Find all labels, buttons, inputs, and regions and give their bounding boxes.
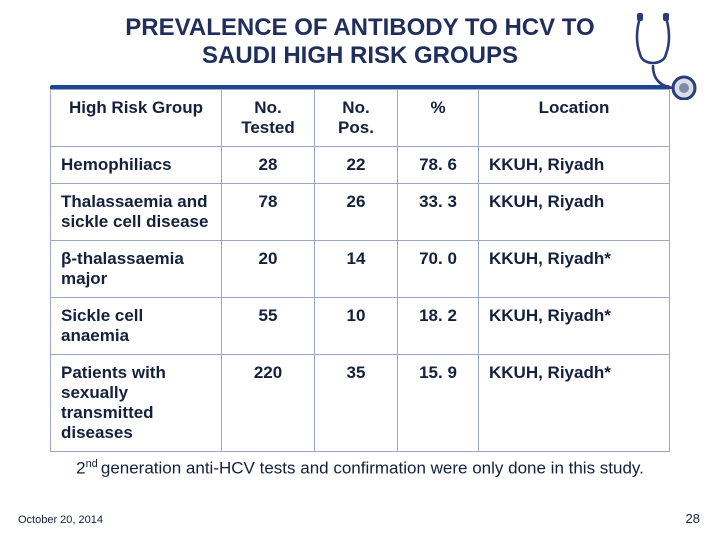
table-row: Patients with sexually transmitted disea… (51, 354, 670, 451)
cell-location: KKUH, Riyadh* (479, 297, 670, 354)
table-row: Thalassaemia and sickle cell disease7826… (51, 183, 670, 240)
cell-group: Sickle cell anaemia (51, 297, 222, 354)
slide: PREVALENCE OF ANTIBODY TO HCV TO SAUDI H… (0, 0, 720, 540)
cell-group: β-thalassaemia major (51, 240, 222, 297)
table-row: Sickle cell anaemia551018. 2KKUH, Riyadh… (51, 297, 670, 354)
prevalence-table: High Risk Group No. Tested No. Pos. % Lo… (50, 89, 670, 452)
footnote-sup: nd (86, 458, 101, 470)
cell-pct: 15. 9 (398, 354, 479, 451)
cell-location: KKUH, Riyadh* (479, 240, 670, 297)
cell-pct: 33. 3 (398, 183, 479, 240)
cell-tested: 220 (222, 354, 315, 451)
cell-location: KKUH, Riyadh* (479, 354, 670, 451)
title-line-2: SAUDI HIGH RISK GROUPS (202, 42, 518, 69)
page-number: 28 (686, 511, 700, 526)
stethoscope-icon (622, 10, 702, 100)
table-row: β-thalassaemia major201470. 0KKUH, Riyad… (51, 240, 670, 297)
col-pos: No. Pos. (315, 89, 398, 146)
table-body: Hemophiliacs282278. 6KKUH, RiyadhThalass… (51, 146, 670, 451)
table-row: Hemophiliacs282278. 6KKUH, Riyadh (51, 146, 670, 183)
cell-pos: 10 (315, 297, 398, 354)
cell-pos: 14 (315, 240, 398, 297)
table-band: High Risk Group No. Tested No. Pos. % Lo… (50, 85, 670, 452)
cell-pct: 18. 2 (398, 297, 479, 354)
cell-group: Patients with sexually transmitted disea… (51, 354, 222, 451)
cell-pct: 70. 0 (398, 240, 479, 297)
table-header-row: High Risk Group No. Tested No. Pos. % Lo… (51, 89, 670, 146)
col-pct: % (398, 89, 479, 146)
col-tested: No. Tested (222, 89, 315, 146)
slide-title: PREVALENCE OF ANTIBODY TO HCV TO SAUDI H… (50, 14, 670, 79)
cell-pos: 35 (315, 354, 398, 451)
footnote: 2nd generation anti-HCV tests and confir… (50, 458, 670, 479)
cell-group: Hemophiliacs (51, 146, 222, 183)
cell-tested: 55 (222, 297, 315, 354)
cell-pos: 22 (315, 146, 398, 183)
footer-date: October 20, 2014 (18, 514, 103, 526)
cell-location: KKUH, Riyadh (479, 146, 670, 183)
footnote-num: 2 (76, 458, 85, 477)
footnote-text: generation anti-HCV tests and confirmati… (101, 458, 644, 477)
cell-group: Thalassaemia and sickle cell disease (51, 183, 222, 240)
cell-pos: 26 (315, 183, 398, 240)
cell-tested: 78 (222, 183, 315, 240)
cell-tested: 20 (222, 240, 315, 297)
cell-pct: 78. 6 (398, 146, 479, 183)
cell-location: KKUH, Riyadh (479, 183, 670, 240)
cell-tested: 28 (222, 146, 315, 183)
col-group: High Risk Group (51, 89, 222, 146)
title-line-1: PREVALENCE OF ANTIBODY TO HCV TO (125, 14, 594, 41)
